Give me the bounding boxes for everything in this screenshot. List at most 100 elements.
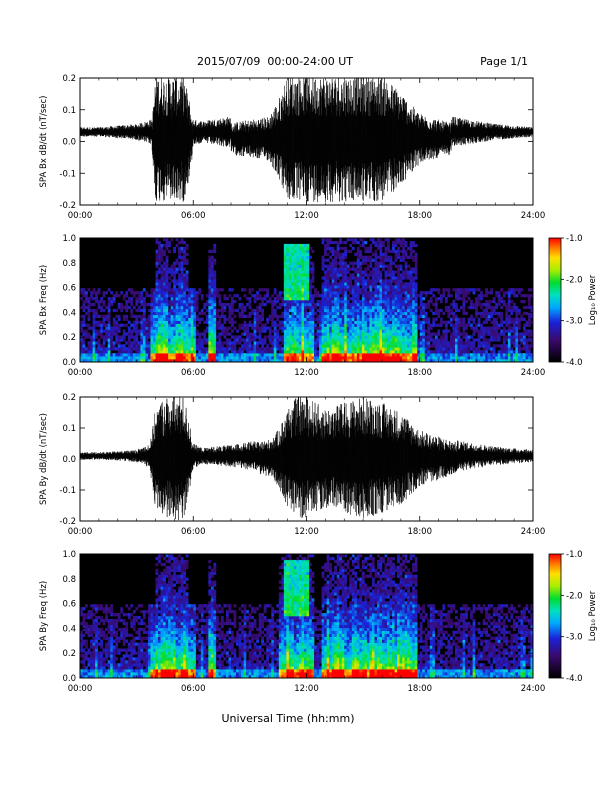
- spectrogram-cell: [429, 356, 433, 360]
- spectrogram-cell: [291, 297, 295, 301]
- spectrogram-cell: [397, 255, 400, 259]
- spectrogram-cell: [107, 636, 111, 640]
- spectrogram-cell: [142, 353, 146, 357]
- spectrogram-cell: [341, 285, 345, 289]
- spectrogram-cell: [261, 356, 265, 360]
- spectrogram-cell: [291, 317, 295, 321]
- spectrogram-cell: [326, 353, 330, 357]
- spectrogram-cell: [376, 311, 380, 316]
- spectrogram-cell: [120, 323, 124, 327]
- spectrogram-cell: [424, 317, 428, 321]
- spectrogram-cell: [452, 359, 456, 362]
- spectrogram-cell: [208, 291, 212, 295]
- spectrogram-cell: [472, 320, 476, 324]
- spectrogram-cell: [349, 273, 353, 277]
- spectrogram-cell: [490, 356, 494, 360]
- spectrogram-cell: [439, 297, 443, 301]
- spectrogram-cell: [85, 621, 88, 626]
- spectrogram-cell: [505, 314, 509, 319]
- spectrogram-cell: [195, 353, 199, 357]
- spectrogram-cell: [402, 252, 405, 257]
- spectrogram-cell: [208, 338, 212, 342]
- spectrogram-cell: [500, 353, 504, 357]
- spectrogram-cell: [311, 267, 315, 271]
- spectrogram-cell: [394, 255, 398, 259]
- spectrogram-cell: [412, 350, 416, 354]
- spectrogram-cell: [480, 326, 483, 330]
- spectrogram-cell: [361, 297, 365, 301]
- spectrogram-cell: [376, 238, 380, 242]
- spectrogram-cell: [97, 350, 101, 354]
- spectrogram-cell: [502, 300, 506, 304]
- spectrogram-cell: [351, 317, 355, 321]
- spectrogram-cell: [303, 347, 307, 351]
- colorbar-tick-label: -3.0: [566, 317, 583, 327]
- spectrogram-cell: [384, 276, 388, 280]
- spectrogram-cell: [462, 359, 466, 362]
- spectrogram-cell: [87, 288, 91, 292]
- spectrogram-cell: [97, 627, 101, 632]
- spectrogram-cell: [160, 344, 164, 348]
- spectrogram-cell: [399, 347, 403, 351]
- spectrogram-cell: [283, 329, 287, 333]
- spectrogram-cell: [293, 264, 297, 268]
- spectrogram-cell: [163, 356, 166, 360]
- spectrogram-cell: [236, 356, 239, 360]
- spectrogram-cell: [95, 654, 98, 658]
- spectrogram-cell: [364, 300, 368, 304]
- spectrogram-cell: [437, 288, 441, 292]
- spectrogram-cell: [115, 326, 119, 330]
- spectrogram-cell: [505, 335, 509, 339]
- spectrogram-cell: [127, 288, 131, 292]
- spectrogram-cell: [218, 323, 222, 327]
- spectrogram-cell: [470, 305, 473, 310]
- spectrogram-cell: [356, 341, 360, 345]
- spectrogram-cell: [107, 317, 111, 321]
- spectrogram-cell: [286, 279, 290, 283]
- spectrogram-cell: [399, 297, 403, 301]
- spectrogram-cell: [80, 633, 83, 637]
- spectrogram-cell: [354, 288, 358, 292]
- spectrogram-cell: [220, 359, 224, 362]
- spectrogram-cell: [306, 258, 310, 262]
- spectrogram-cell: [178, 249, 181, 254]
- spectrogram-cell: [512, 335, 516, 339]
- spectrogram-cell: [349, 314, 353, 319]
- spectrogram-cell: [100, 305, 103, 310]
- spectrogram-cell: [158, 338, 161, 342]
- spectrogram-cell: [510, 335, 514, 339]
- spectrogram-cell: [107, 288, 111, 292]
- spectrogram-cell: [160, 356, 164, 360]
- spectrogram-cell: [512, 329, 516, 333]
- spectrogram-cell: [215, 335, 219, 339]
- spectrogram-cell: [127, 353, 131, 357]
- spectrogram-cell: [127, 344, 131, 348]
- spectrogram-cell: [127, 332, 131, 336]
- spectrogram-cell: [412, 249, 416, 254]
- spectrogram-cell: [155, 326, 159, 330]
- spectrogram-cell: [168, 270, 171, 274]
- spectrogram-cell: [210, 326, 214, 330]
- spectrogram-cell: [251, 350, 254, 354]
- spectrogram-cell: [256, 350, 259, 354]
- spectrogram-cell: [344, 300, 348, 304]
- spectrogram-cell: [95, 359, 98, 362]
- spectrogram-cell: [369, 323, 373, 327]
- spectrogram-cell: [412, 270, 416, 274]
- spectrogram-cell: [193, 314, 197, 319]
- spectrogram-cell: [208, 347, 212, 351]
- spectrogram-cell: [472, 302, 476, 307]
- spectrogram-cell: [158, 317, 161, 321]
- spectrogram-cell: [90, 294, 93, 298]
- y-tick-label: 0.2: [62, 393, 76, 403]
- spectrogram-cell: [371, 252, 375, 257]
- spectrogram-cell: [397, 273, 400, 277]
- spectrogram-cell: [117, 314, 121, 319]
- spectrogram-cell: [188, 305, 192, 310]
- spectrogram-cell: [457, 344, 461, 348]
- spectrogram-cell: [87, 305, 91, 310]
- spectrogram-cell: [399, 332, 403, 336]
- spectrogram-cell: [369, 300, 373, 304]
- spectrogram-cell: [286, 255, 290, 259]
- spectrogram-cell: [424, 291, 428, 295]
